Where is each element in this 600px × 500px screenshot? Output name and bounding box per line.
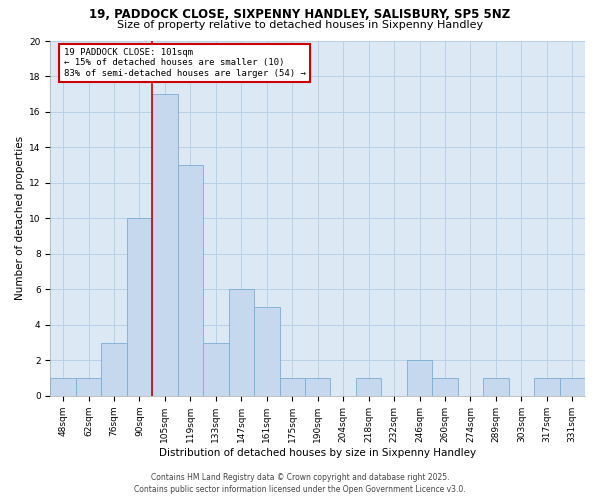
Bar — [560, 378, 585, 396]
Bar — [203, 342, 229, 396]
Bar — [127, 218, 152, 396]
X-axis label: Distribution of detached houses by size in Sixpenny Handley: Distribution of detached houses by size … — [159, 448, 476, 458]
Bar — [50, 378, 76, 396]
Bar — [229, 290, 254, 396]
Bar — [76, 378, 101, 396]
Bar — [101, 342, 127, 396]
Bar — [280, 378, 305, 396]
Y-axis label: Number of detached properties: Number of detached properties — [15, 136, 25, 300]
Bar — [305, 378, 331, 396]
Bar — [407, 360, 432, 396]
Bar — [483, 378, 509, 396]
Bar — [152, 94, 178, 396]
Text: Size of property relative to detached houses in Sixpenny Handley: Size of property relative to detached ho… — [117, 20, 483, 30]
Text: 19 PADDOCK CLOSE: 101sqm
← 15% of detached houses are smaller (10)
83% of semi-d: 19 PADDOCK CLOSE: 101sqm ← 15% of detach… — [64, 48, 305, 78]
Text: 19, PADDOCK CLOSE, SIXPENNY HANDLEY, SALISBURY, SP5 5NZ: 19, PADDOCK CLOSE, SIXPENNY HANDLEY, SAL… — [89, 8, 511, 20]
Bar — [178, 165, 203, 396]
Text: Contains HM Land Registry data © Crown copyright and database right 2025.
Contai: Contains HM Land Registry data © Crown c… — [134, 473, 466, 494]
Bar — [432, 378, 458, 396]
Bar — [356, 378, 382, 396]
Bar — [254, 307, 280, 396]
Bar — [534, 378, 560, 396]
